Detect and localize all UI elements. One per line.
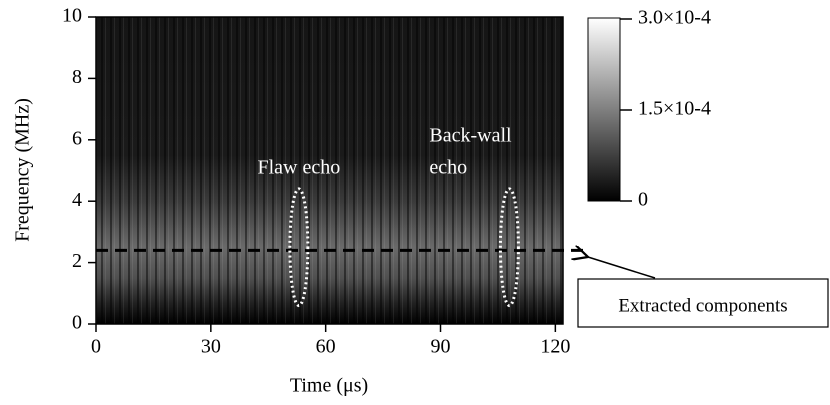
y-axis-label: Frequency (MHz) (12, 98, 34, 242)
y-tick-label: 8 (72, 66, 82, 88)
plot-frame (95, 16, 564, 325)
spectrogram-texture (96, 17, 563, 324)
x-tick-label: 0 (91, 336, 101, 358)
echo-ellipse (498, 187, 520, 308)
plot-area (95, 16, 564, 325)
callout-box (577, 278, 829, 328)
colorbar-tick-label: 0 (638, 189, 648, 211)
colorbar-tick-label: 3.0×10-4 (638, 7, 711, 29)
y-tick-label: 4 (72, 189, 82, 211)
y-tick-label: 10 (62, 5, 82, 27)
annotation-label: Back-wall (429, 125, 512, 147)
x-tick-label: 30 (201, 336, 221, 358)
y-tick-label: 2 (72, 250, 82, 272)
callout-arrow (588, 257, 656, 279)
callout-label: Extracted components (618, 295, 787, 316)
x-tick-label: 60 (316, 336, 336, 358)
y-tick-label: 6 (72, 127, 82, 149)
colorbar-tick-label: 1.5×10-4 (638, 98, 711, 120)
x-axis-label: Time (μs) (290, 375, 368, 397)
y-tick-label: 0 (72, 312, 82, 334)
annotation-label: echo (429, 157, 467, 179)
colorbar (587, 17, 621, 202)
annotation-label: Flaw echo (257, 157, 340, 179)
x-tick-label: 90 (431, 336, 451, 358)
x-tick-label: 120 (540, 336, 570, 358)
echo-ellipse (288, 187, 310, 308)
